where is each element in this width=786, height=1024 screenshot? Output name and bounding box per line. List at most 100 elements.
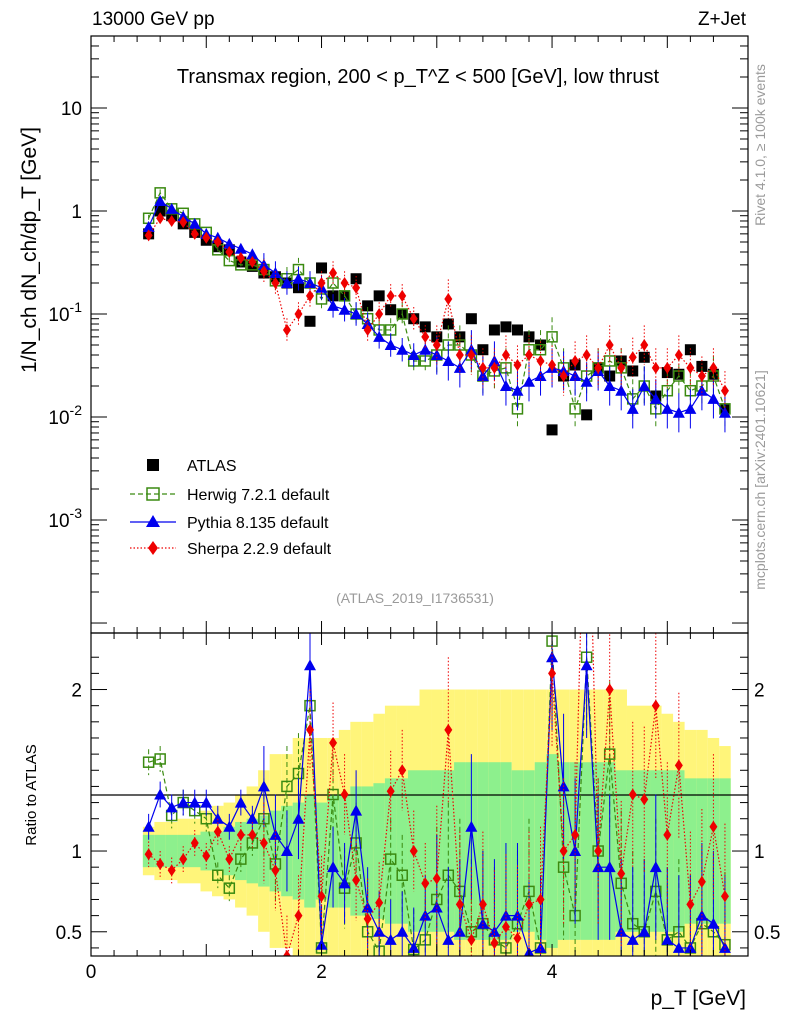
- main-atlas-point: [304, 315, 316, 327]
- ratio-sherpa-point: [709, 820, 718, 833]
- ratio-pythia-point: [649, 861, 662, 873]
- main-ytick-label: 10-2: [48, 402, 82, 429]
- ratio-sherpa-point: [225, 853, 234, 866]
- ratio-sherpa-point: [409, 845, 418, 858]
- ratio-sherpa-point: [686, 898, 695, 911]
- legend-sherpa: Sherpa 2.2.9 default: [130, 541, 332, 558]
- main-sherpa-point: [628, 351, 637, 364]
- ratio-sherpa-point: [259, 836, 268, 849]
- ratio-sherpa-point: [398, 764, 407, 777]
- ratio-sherpa-point: [628, 788, 637, 801]
- ratio-uncertainty-inner: [534, 762, 547, 940]
- ratio-axis-ticks: 0.5 0.5 1 1 2 2 0 2 4: [56, 633, 780, 983]
- ratio-herwig-point: [142, 756, 155, 768]
- ratio-xtick-label: 2: [316, 962, 327, 983]
- ratio-sherpa-point: [559, 845, 568, 858]
- ratio-pythia-point: [626, 933, 639, 945]
- ratio-pythia-point: [234, 796, 247, 808]
- main-herwig-point: [546, 331, 558, 343]
- ratio-sherpa-point: [179, 853, 188, 866]
- ratio-sherpa-point: [674, 759, 683, 772]
- main-sherpa-point: [582, 348, 591, 361]
- ratio-sherpa-point: [282, 950, 291, 956]
- ratio-herwig-point: [223, 882, 236, 894]
- main-herwig-line: [148, 191, 726, 411]
- ratio-uncertainty-inner: [304, 794, 316, 908]
- main-sherpa-point: [202, 231, 211, 244]
- ratio-pythia-point: [223, 820, 236, 832]
- ratio-pythia-point: [142, 820, 155, 832]
- main-atlas-point: [316, 262, 328, 274]
- main-atlas-point: [488, 324, 500, 336]
- main-pythia-point: [718, 406, 731, 418]
- ratio-sherpa-point: [490, 937, 499, 950]
- main-sherpa-point: [282, 323, 291, 336]
- main-atlas-point: [385, 304, 397, 316]
- main-atlas-point: [442, 318, 454, 330]
- ratio-sherpa-point: [306, 723, 314, 736]
- ratio-sherpa-point: [386, 785, 395, 798]
- main-sherpa-point: [651, 361, 660, 374]
- ratio-sherpa-point: [271, 864, 280, 877]
- ratio-frame: [90, 632, 749, 957]
- main-pythia-point: [188, 217, 201, 229]
- main-sherpa-point: [548, 358, 557, 371]
- main-panel: 10-3 10-2 10-1 1 10 Transmax region, 200 < p…: [18, 35, 749, 634]
- ratio-pythia-point: [292, 812, 305, 824]
- ratio-sherpa-point: [190, 836, 199, 849]
- main-sherpa-point: [409, 312, 418, 325]
- main-sherpa-point: [594, 361, 603, 374]
- ratio-pythia-point: [580, 659, 593, 671]
- ratio-sherpa-point: [663, 828, 672, 841]
- main-pythia-point: [442, 354, 455, 366]
- main-pythia-point: [384, 339, 397, 351]
- main-pythia-point: [350, 308, 363, 320]
- main-sherpa-point: [432, 339, 441, 352]
- main-pythia-point: [223, 237, 236, 249]
- ratio-uncertainty-inner: [188, 834, 201, 868]
- ratio-pythia-point: [638, 925, 651, 937]
- ratio-pythia-point: [396, 925, 409, 937]
- ratio-sherpa-point: [455, 898, 464, 911]
- main-atlas-point: [373, 290, 385, 302]
- ratio-pythia-point: [534, 941, 547, 953]
- ratio-sherpa-point: [651, 699, 660, 712]
- ratio-pythia-point: [165, 801, 178, 813]
- ratio-sherpa-point: [536, 893, 545, 906]
- main-sherpa-point: [144, 229, 153, 242]
- legend-atlas-label: ATLAS: [187, 458, 237, 475]
- ratio-pythia-point: [257, 780, 270, 792]
- main-pythia-point: [292, 272, 305, 284]
- main-pythia-point: [234, 242, 247, 254]
- main-ytick-label: 10: [61, 99, 82, 120]
- ratio-herwig-point: [235, 853, 247, 865]
- main-sherpa-point: [179, 216, 188, 229]
- ratio-pythia-point: [211, 812, 224, 824]
- main-sherpa-point: [317, 276, 326, 289]
- ratio-pythia-point: [442, 933, 455, 945]
- main-herwig-point: [534, 343, 547, 356]
- main-pythia-point: [373, 330, 386, 342]
- ratio-pythia-point: [672, 941, 685, 953]
- main-sherpa-point: [386, 289, 395, 302]
- ratio-sherpa-point: [317, 890, 326, 903]
- ratio-ytick-label-right: 1: [754, 842, 765, 863]
- main-title: Transmax region, 200 < p_T^Z < 500 [GeV]…: [177, 66, 660, 88]
- ratio-pythia-point: [246, 812, 259, 824]
- ratio-xtick-label: 4: [547, 962, 558, 983]
- ratio-pythia-point: [188, 796, 201, 808]
- main-sherpa-point: [605, 339, 614, 352]
- main-atlas-point: [350, 273, 362, 285]
- main-pythia-point: [338, 303, 351, 315]
- main-pythia-point: [534, 370, 547, 382]
- ratio-herwig-point: [154, 753, 166, 765]
- ratio-pythia-point: [603, 861, 616, 873]
- legend-atlas: ATLAS: [147, 458, 237, 475]
- ratio-pythia-point: [419, 909, 432, 921]
- ratio-sherpa-point: [236, 828, 245, 841]
- main-atlas-point: [581, 409, 593, 421]
- ratio-herwig-point: [396, 869, 408, 881]
- main-sherpa-point: [501, 348, 510, 361]
- ratio-herwig-point: [384, 853, 397, 865]
- main-herwig-point: [569, 403, 581, 415]
